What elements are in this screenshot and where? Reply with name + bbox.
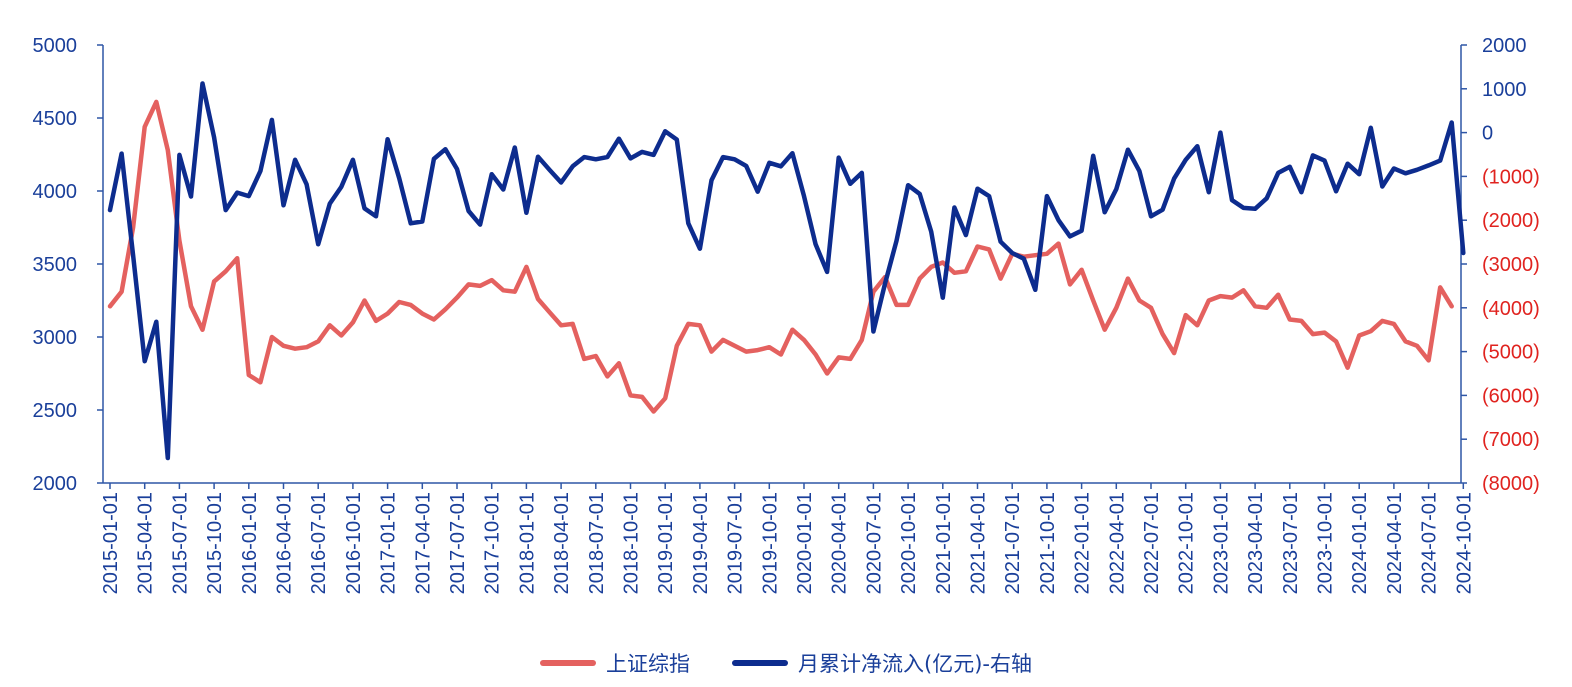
- x-tick-label: 2016-07-01: [308, 492, 330, 594]
- x-tick-label: 2024-07-01: [1419, 492, 1441, 594]
- right-tick-label: (1000): [1482, 166, 1540, 188]
- series-line-net-inflow: [107, 81, 1466, 461]
- right-tick-label: (8000): [1482, 473, 1540, 495]
- right-tick-label: 0: [1482, 123, 1493, 145]
- x-tick-label: 2024-01-01: [1349, 492, 1371, 594]
- x-tick-label: 2020-04-01: [829, 492, 851, 594]
- axes: 5000 4500 4000 3500 3000 2500 2000 2000 1000 0 (10…: [33, 35, 1540, 594]
- right-tick-label: (6000): [1482, 385, 1540, 407]
- x-tick-label: 2022-04-01: [1106, 492, 1128, 594]
- x-tick-label: 2021-10-01: [1037, 492, 1059, 594]
- x-tick-label: 2024-04-01: [1384, 492, 1406, 594]
- x-tick-label: 2020-10-01: [898, 492, 920, 594]
- x-tick-label: 2017-07-01: [447, 492, 469, 594]
- legend-label-shanghai-index: 上证综指: [606, 652, 691, 676]
- x-tick-label: 2020-01-01: [794, 492, 816, 594]
- x-tick-label: 2022-10-01: [1176, 492, 1198, 594]
- x-tick-label: 2021-01-01: [933, 492, 955, 594]
- right-tick-label: 1000: [1482, 79, 1527, 101]
- x-tick-label: 2017-04-01: [412, 492, 434, 594]
- x-tick-label: 2016-10-01: [343, 492, 365, 594]
- left-tick-label: 5000: [33, 35, 78, 57]
- legend-item-net-inflow: 月累计净流入(亿元)-右轴: [732, 648, 1032, 678]
- x-tick-label: 2015-10-01: [204, 492, 226, 594]
- legend-swatch-net-inflow: [732, 660, 789, 666]
- x-tick-label: 2024-10-01: [1453, 492, 1475, 594]
- x-tick-label: 2015-04-01: [135, 492, 157, 594]
- x-tick-label: 2022-07-01: [1141, 492, 1163, 594]
- x-tick-label: 2021-04-01: [968, 492, 990, 594]
- x-tick-label: 2023-07-01: [1280, 492, 1302, 594]
- legend: 上证综指 月累计净流入(亿元)-右轴: [0, 645, 1572, 681]
- x-tick-label: 2018-07-01: [586, 492, 608, 594]
- right-tick-label: (4000): [1482, 298, 1540, 320]
- x-tick-label: 2019-01-01: [655, 492, 677, 594]
- x-tick-label: 2019-07-01: [725, 492, 747, 594]
- x-tick-label: 2015-07-01: [169, 492, 191, 594]
- legend-label-net-inflow: 月累计净流入(亿元)-右轴: [798, 652, 1032, 676]
- left-tick-label: 3000: [33, 327, 78, 349]
- x-tick-label: 2018-10-01: [621, 492, 643, 594]
- right-tick-label: 2000: [1482, 35, 1527, 57]
- series-line-shanghai-index: [107, 99, 1454, 414]
- right-tick-label: (3000): [1482, 254, 1540, 276]
- x-tick-label: 2019-04-01: [690, 492, 712, 594]
- left-tick-label: 4500: [33, 108, 78, 130]
- x-tick-label: 2021-07-01: [1002, 492, 1024, 594]
- x-tick-label: 2017-10-01: [482, 492, 504, 594]
- left-tick-label: 4000: [33, 181, 78, 203]
- x-tick-label: 2017-01-01: [378, 492, 400, 594]
- x-tick-label: 2023-01-01: [1210, 492, 1232, 594]
- x-tick-label: 2023-04-01: [1245, 492, 1267, 594]
- x-tick-label: 2016-04-01: [274, 492, 296, 594]
- x-tick-label: 2022-01-01: [1072, 492, 1094, 594]
- left-tick-label: 2000: [33, 473, 78, 495]
- x-tick-label: 2018-04-01: [551, 492, 573, 594]
- chart-svg: 5000 4500 4000 3500 3000 2500 2000 2000 1000 0 (10…: [33, 35, 1540, 594]
- left-tick-label: 2500: [33, 400, 78, 422]
- right-tick-label: (5000): [1482, 342, 1540, 364]
- x-tick-label: 2023-10-01: [1315, 492, 1337, 594]
- x-tick-label: 2019-10-01: [759, 492, 781, 594]
- x-tick-label: 2020-07-01: [863, 492, 885, 594]
- series-layer: [107, 81, 1466, 461]
- legend-item-shanghai-index: 上证综指: [540, 648, 690, 678]
- left-tick-label: 3500: [33, 254, 78, 276]
- x-tick-label: 2018-01-01: [516, 492, 538, 594]
- right-tick-label: (7000): [1482, 429, 1540, 451]
- legend-swatch-shanghai-index: [540, 660, 597, 666]
- x-tick-label: 2016-01-01: [239, 492, 261, 594]
- right-tick-label: (2000): [1482, 210, 1540, 232]
- x-tick-label: 2015-01-01: [100, 492, 122, 594]
